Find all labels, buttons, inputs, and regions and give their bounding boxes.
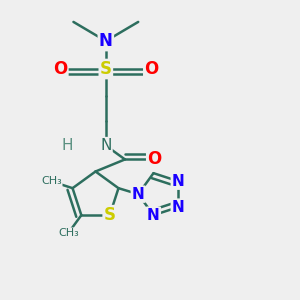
Text: H: H [62,138,73,153]
Text: N: N [172,200,184,214]
Text: O: O [147,150,161,168]
Text: O: O [144,60,159,78]
Text: N: N [172,174,184,189]
Text: S: S [104,206,116,224]
Text: CH₃: CH₃ [58,228,79,238]
Text: N: N [100,138,112,153]
Text: N: N [132,187,145,202]
Text: N: N [147,208,160,223]
Text: O: O [53,60,67,78]
Text: N: N [99,32,113,50]
Text: S: S [100,60,112,78]
Text: CH₃: CH₃ [41,176,62,186]
